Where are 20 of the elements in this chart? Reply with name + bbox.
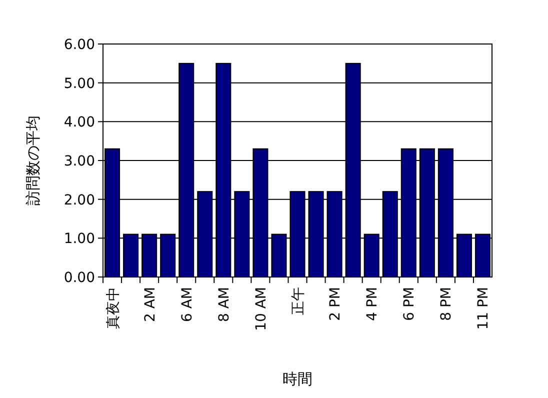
y-tick-label: 5.00 — [64, 76, 95, 92]
y-tick-label: 6.00 — [64, 37, 95, 53]
x-tick-label: 真夜中 — [105, 287, 122, 329]
y-axis-title: 訪問数の平均 — [24, 116, 42, 206]
x-tick-label: 6 PM — [402, 287, 418, 321]
x-tick-label: 6 AM — [179, 287, 196, 322]
x-tick-label: 2 PM — [328, 287, 344, 321]
y-tick-label: 1.00 — [64, 231, 95, 248]
x-tick-label: 10 AM — [253, 287, 270, 331]
y-tick-label: 3.00 — [64, 154, 95, 170]
x-tick-label: 正午 — [290, 287, 306, 315]
y-tick-label: 2.00 — [64, 192, 95, 208]
x-axis-title: 時間 — [282, 370, 312, 388]
x-tick-label: 11 PM — [476, 287, 492, 330]
x-tick-label: 2 AM — [142, 287, 158, 322]
x-tick-label: 4 PM — [364, 287, 381, 321]
y-tick-label: 4.00 — [64, 114, 95, 131]
x-tick-label: 8 PM — [438, 287, 455, 321]
y-tick-label: 0.00 — [64, 270, 95, 286]
x-tick-label: 8 AM — [216, 287, 232, 322]
